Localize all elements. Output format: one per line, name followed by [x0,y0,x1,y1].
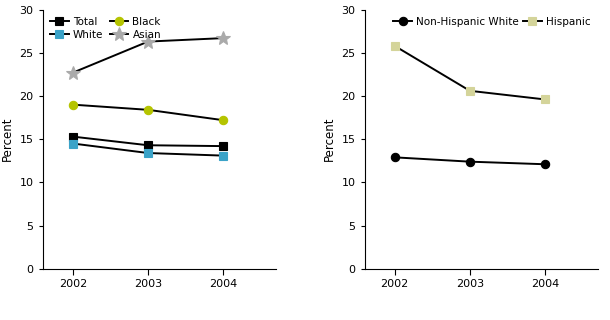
Legend: Non-Hispanic White, Hispanic: Non-Hispanic White, Hispanic [391,15,592,29]
Y-axis label: Percent: Percent [323,117,336,162]
Y-axis label: Percent: Percent [1,117,14,162]
Legend: Total, White, Black, Asian: Total, White, Black, Asian [48,15,163,42]
